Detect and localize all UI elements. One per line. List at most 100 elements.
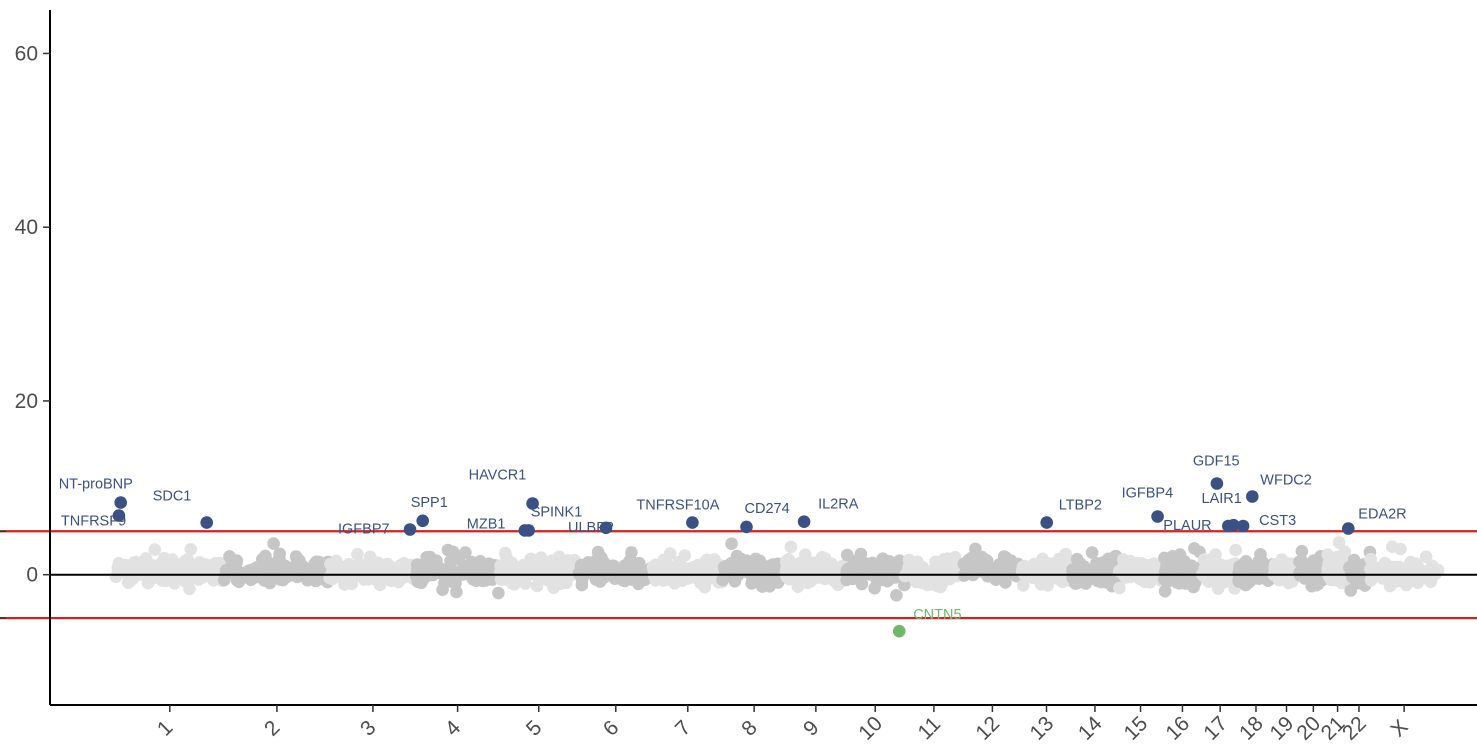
- background-point: [258, 556, 272, 570]
- background-point: [1085, 546, 1099, 559]
- background-point: [1071, 573, 1085, 586]
- x-tick-label-group: 10: [854, 712, 887, 745]
- label-igfbp4: IGFBP4: [1122, 486, 1174, 502]
- x-tick-label-group: 3: [356, 716, 381, 741]
- x-tick-label: 2: [260, 716, 285, 741]
- point-spp1: [416, 514, 430, 528]
- x-tick-label-group: 9: [799, 716, 824, 741]
- point-wfdc2: [1246, 490, 1259, 503]
- x-tick-label: X: [1386, 715, 1412, 741]
- background-point: [1364, 552, 1377, 566]
- background-point: [1407, 558, 1421, 572]
- background-point: [1229, 543, 1242, 557]
- background-point: [112, 556, 126, 570]
- background-point: [934, 580, 947, 594]
- x-tick-label-group: 1: [153, 716, 178, 741]
- background-points: [109, 536, 1445, 602]
- point-sdc1: [200, 516, 213, 529]
- background-point: [446, 545, 460, 559]
- background-point: [548, 565, 561, 579]
- background-point: [196, 570, 210, 584]
- background-point: [666, 565, 679, 579]
- label-cst3: CST3: [1259, 513, 1296, 529]
- x-tick-label: 15: [1120, 712, 1153, 745]
- background-point: [930, 558, 943, 572]
- x-tick-label: 16: [1161, 712, 1194, 745]
- background-point: [473, 555, 487, 568]
- background-point: [1349, 563, 1362, 577]
- background-point: [957, 557, 971, 571]
- x-tick-label: 12: [971, 712, 1004, 745]
- label-spp1: SPP1: [411, 495, 448, 511]
- point-nt-probnp: [114, 496, 127, 509]
- background-point: [290, 554, 304, 568]
- x-tick-label: 7: [671, 716, 696, 741]
- background-point: [890, 589, 903, 602]
- label-cntn5: CNTN5: [913, 607, 961, 623]
- reference-lines: [0, 530, 1477, 620]
- background-point: [193, 556, 206, 569]
- x-tick-label: 17: [1199, 712, 1232, 745]
- background-point: [1061, 552, 1074, 566]
- background-point: [184, 543, 198, 556]
- background-point: [1016, 579, 1030, 592]
- x-tick-label: 3: [356, 716, 381, 741]
- background-point: [782, 553, 795, 566]
- background-point: [620, 565, 633, 578]
- background-point: [351, 547, 364, 561]
- point-havcr1: [526, 497, 539, 510]
- x-tick-label-group: 7: [671, 716, 696, 741]
- background-point: [492, 586, 505, 600]
- background-point: [1338, 550, 1351, 564]
- background-point: [547, 581, 560, 595]
- background-point: [1404, 573, 1418, 586]
- background-point: [1388, 566, 1402, 579]
- background-point: [678, 549, 691, 562]
- background-point: [840, 548, 854, 562]
- x-tick-label-group: X: [1386, 715, 1412, 741]
- label-eda2r: EDA2R: [1358, 507, 1406, 523]
- background-point: [430, 554, 443, 567]
- background-point: [179, 554, 193, 567]
- x-tick-label: 10: [854, 712, 887, 745]
- point-igfbp7: [403, 523, 417, 536]
- y-tick-label: 20: [15, 390, 38, 413]
- background-point: [416, 566, 430, 579]
- background-point: [533, 554, 547, 568]
- background-point: [1041, 579, 1054, 592]
- background-point: [632, 556, 646, 570]
- x-tick-label-group: 4: [441, 716, 466, 741]
- point-lair1: [1227, 518, 1240, 532]
- label-spink1: SPINK1: [531, 504, 583, 520]
- x-tick-label: 22: [1338, 712, 1371, 745]
- point-gdf15: [1210, 477, 1224, 490]
- background-point: [398, 570, 411, 584]
- background-point: [1332, 536, 1346, 549]
- background-point: [609, 565, 622, 579]
- background-point: [725, 537, 738, 550]
- background-point: [207, 574, 220, 587]
- background-point: [227, 566, 241, 580]
- x-tick-label-group: 5: [522, 716, 547, 741]
- background-point: [1419, 550, 1433, 564]
- background-point: [1176, 557, 1189, 571]
- background-point: [1333, 561, 1347, 574]
- label-igfbp7: IGFBP7: [338, 522, 390, 538]
- background-point: [898, 569, 912, 583]
- background-point: [397, 557, 411, 570]
- background-point: [160, 559, 174, 572]
- background-point: [1158, 584, 1172, 598]
- background-point: [461, 563, 474, 577]
- background-point: [871, 563, 885, 577]
- background-point: [559, 557, 573, 571]
- y-tick-label: 60: [15, 42, 38, 65]
- label-havcr1: HAVCR1: [469, 468, 527, 484]
- background-point: [441, 574, 454, 588]
- background-point: [328, 566, 341, 580]
- background-point: [373, 578, 387, 592]
- background-point: [698, 580, 712, 594]
- background-point: [1372, 563, 1386, 577]
- background-point: [1209, 548, 1222, 561]
- background-point: [439, 563, 453, 576]
- background-point: [1293, 555, 1306, 568]
